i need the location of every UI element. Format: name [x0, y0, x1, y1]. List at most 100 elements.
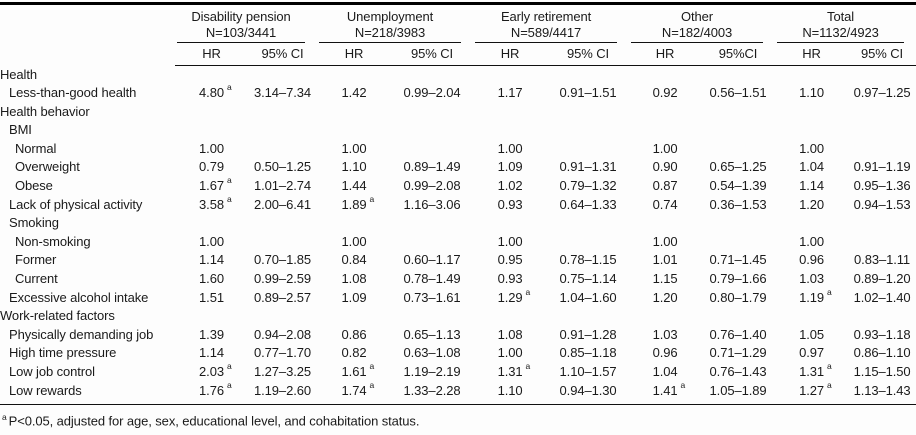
ci-value: 0.95–1.36 — [853, 178, 911, 194]
ci-value: 0.54–1.39 — [709, 178, 767, 194]
hr-value: 1.00 — [497, 233, 523, 249]
group-n: N=589/4417 — [510, 24, 582, 40]
hr-value: 0.92 — [652, 85, 678, 101]
hr-value — [175, 66, 248, 85]
ci-value: 0.83–1.11 — [854, 252, 911, 268]
hr-value — [473, 214, 547, 233]
ci-value: 0.70–1.85 — [254, 252, 311, 268]
ci-value: 0.71–1.29 — [709, 345, 767, 361]
ci-value — [547, 140, 629, 159]
hr-value — [317, 307, 391, 326]
hr-value — [629, 214, 701, 233]
ci-value — [848, 140, 916, 159]
hr-column-header: HR — [473, 43, 548, 66]
table-row: Lack of physical activity 3.58 a 2.00–6.41 1… — [0, 196, 916, 215]
ci-value — [848, 233, 916, 252]
table-row: Health — [0, 66, 916, 85]
ci-value: 0.86–1.10 — [853, 345, 911, 361]
table-row: Health behavior — [0, 103, 916, 122]
group-title: Total N=1132/4923 — [777, 9, 905, 43]
ci-value — [391, 233, 473, 252]
ci-value: 1.27–3.25 — [254, 364, 311, 379]
hr-value: 1.14 — [199, 252, 224, 268]
ci-value — [701, 214, 775, 233]
table-row: Less-than-good health 4.80 a 3.14–7.34 1.42 0… — [0, 84, 916, 103]
row-label: Current — [15, 271, 58, 287]
ci-value: 1.19–2.60 — [254, 382, 311, 398]
hr-value — [775, 103, 848, 122]
ci-value — [248, 103, 317, 122]
ci-value — [391, 66, 473, 85]
table-row: Obese 1.67 a 1.01–2.74 1.44 0.99–2.08 1.02 0.79… — [0, 177, 916, 196]
group-header-disability-pension: Disability pension N=103/3441 — [175, 5, 317, 43]
hr-value: 0.90 — [652, 159, 678, 175]
row-label: High time pressure — [9, 345, 117, 361]
ci-value: 0.36–1.53 — [709, 196, 767, 212]
hr-value: 1.09 — [341, 289, 367, 305]
table-row: Low job control 2.03 a 1.27–3.25 1.61 a 1.19–2… — [0, 363, 916, 382]
hr-value — [629, 307, 701, 326]
ci-value — [848, 307, 916, 326]
ci-value — [701, 103, 775, 122]
row-label: BMI — [9, 122, 32, 138]
hr-value — [175, 121, 248, 140]
hr-value: 1.27 a — [799, 381, 832, 398]
ci-value — [391, 103, 473, 122]
ci-value: 1.19–2.19 — [403, 364, 461, 379]
hr-value: 1.67 a — [199, 177, 232, 194]
hr-value: 1.08 — [497, 326, 523, 342]
ci-value — [248, 233, 317, 252]
hr-value — [317, 214, 391, 233]
hr-value — [175, 103, 248, 122]
ci-value — [547, 103, 629, 122]
hr-value: 0.96 — [799, 252, 824, 268]
ci-value: 0.77–1.70 — [254, 345, 311, 361]
ci-value — [701, 233, 775, 252]
ci-value — [701, 140, 775, 159]
row-label: Health — [0, 66, 37, 82]
ci-value: 0.56–1.51 — [709, 85, 767, 101]
hr-value — [629, 121, 701, 140]
table-row: High time pressure 1.14 0.77–1.70 0.82 0.63–… — [0, 344, 916, 363]
table-row: Low rewards 1.76 a 1.19–2.60 1.74 a 1.33–2.28 1… — [0, 382, 916, 401]
hr-value — [775, 307, 848, 326]
hr-value: 1.39 — [199, 326, 224, 342]
hazard-ratio-table: Disability pension N=103/3441 Unemployme… — [0, 5, 916, 400]
significance-marker: a — [369, 195, 375, 204]
footnote-marker: a — [2, 412, 7, 423]
ci-value: 0.89–1.20 — [853, 271, 911, 287]
hr-value — [317, 121, 391, 140]
hr-value: 1.76 a — [199, 381, 232, 398]
empty-corner-cell — [0, 5, 175, 43]
ci-value — [701, 66, 775, 85]
group-n: N=103/3441 — [205, 24, 277, 40]
ci-value: 0.50–1.25 — [254, 159, 311, 175]
ci-value: 0.99–2.59 — [254, 271, 311, 287]
table-row: Current 1.60 0.99–2.59 1.08 0.78–1.49 0.93 0.7… — [0, 270, 916, 289]
hr-column-header: HR — [775, 43, 849, 66]
table-top-rule — [0, 2, 916, 5]
ci-value — [848, 103, 916, 122]
table-row: Overweight 0.79 0.50–1.25 1.10 0.89–1.49 1.09… — [0, 158, 916, 177]
group-n: N=218/3983 — [354, 24, 426, 40]
hr-value: 1.89 a — [341, 195, 375, 212]
row-label: Health behavior — [0, 103, 90, 119]
hr-value — [775, 121, 848, 140]
ci-value — [391, 214, 473, 233]
hr-value: 0.82 — [341, 345, 367, 361]
ci-value: 0.91–1.51 — [559, 85, 617, 101]
ci-value — [391, 307, 473, 326]
group-header-unemployment: Unemployment N=218/3983 — [317, 5, 473, 43]
group-name: Other — [681, 9, 714, 24]
ci-value — [248, 66, 317, 85]
table-row: Former 1.14 0.70–1.85 0.84 0.60–1.17 0.95 0.78… — [0, 251, 916, 270]
hr-value: 0.86 — [341, 326, 367, 342]
ci-value: 0.93–1.18 — [853, 326, 911, 342]
ci-value: 0.78–1.15 — [559, 252, 617, 268]
hr-value — [317, 66, 391, 85]
ci-value — [848, 214, 916, 233]
ci-value: 0.65–1.25 — [709, 159, 767, 175]
significance-marker: a — [826, 363, 832, 371]
row-label: Work-related factors — [0, 308, 115, 324]
